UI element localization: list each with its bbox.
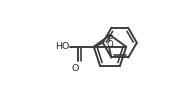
- Text: O: O: [72, 64, 79, 73]
- Text: HO: HO: [55, 42, 69, 51]
- Text: O: O: [107, 40, 113, 49]
- Text: F: F: [107, 35, 112, 44]
